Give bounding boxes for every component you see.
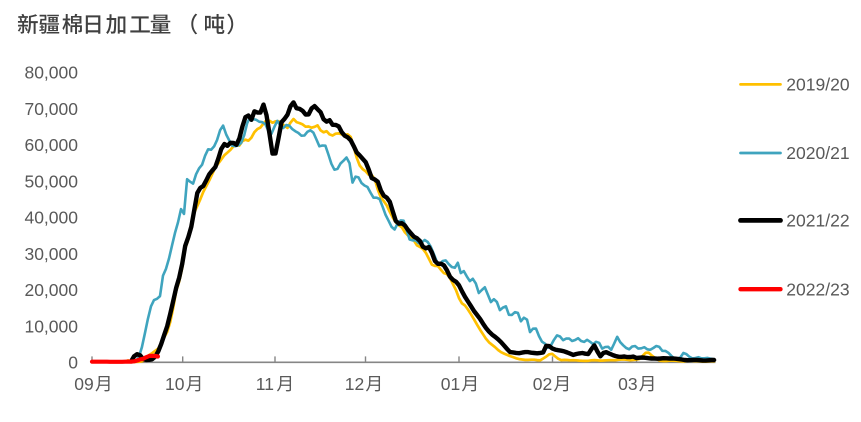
svg-text:02: 02 [533,374,552,394]
svg-text:40,000: 40,000 [24,208,78,228]
svg-text:2019/20: 2019/20 [786,75,850,95]
svg-text:2022/23: 2022/23 [786,279,849,299]
svg-text:09: 09 [74,374,93,394]
svg-text:50,000: 50,000 [24,172,78,192]
svg-text:11: 11 [256,374,274,394]
svg-text:03: 03 [618,374,637,394]
svg-text:10: 10 [165,374,185,394]
svg-text:2020/21: 2020/21 [786,143,849,163]
svg-text:70,000: 70,000 [24,99,78,119]
svg-text:80,000: 80,000 [24,63,78,83]
svg-text:10,000: 10,000 [24,316,78,336]
svg-text:30,000: 30,000 [24,244,78,264]
svg-text:2021/22: 2021/22 [786,211,849,231]
svg-text:60,000: 60,000 [24,135,78,155]
svg-text:0: 0 [68,353,78,373]
svg-text:20,000: 20,000 [24,280,78,300]
svg-text:01: 01 [441,374,460,394]
svg-text:12: 12 [345,374,364,394]
